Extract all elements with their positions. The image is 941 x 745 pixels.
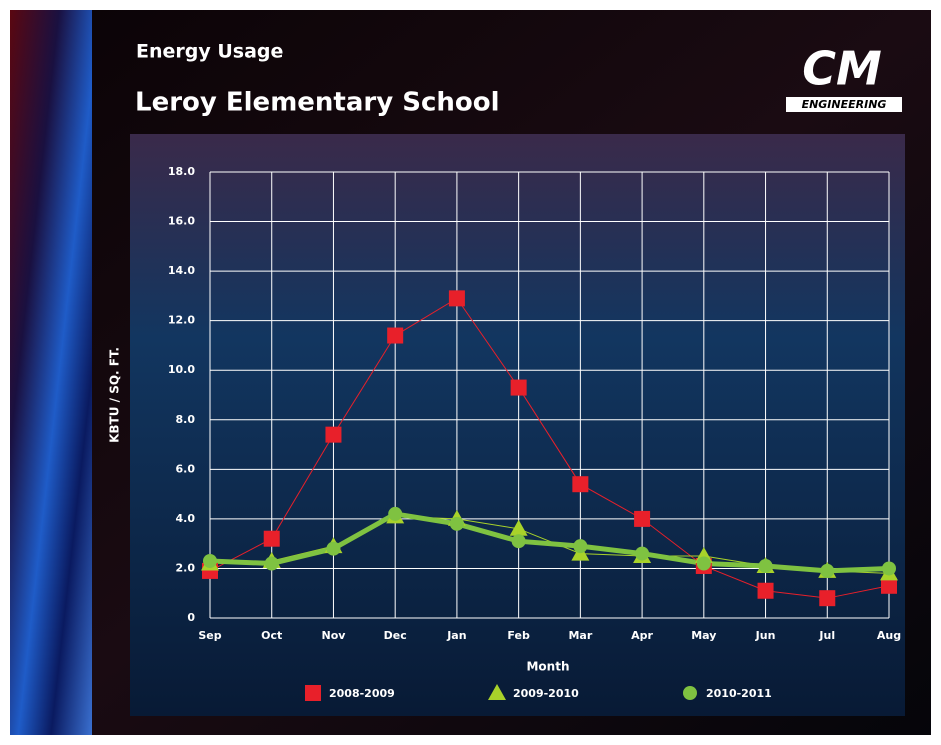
data-point — [511, 380, 527, 396]
data-point — [573, 539, 587, 553]
x-tick-label: Mar — [568, 629, 592, 642]
x-tick-label: Jul — [818, 629, 835, 642]
data-point — [758, 583, 774, 599]
x-axis-label: Month — [526, 660, 569, 674]
x-tick-label: Feb — [507, 629, 530, 642]
legend-marker — [683, 686, 697, 700]
data-point — [388, 507, 402, 521]
title: Energy Usage — [136, 41, 283, 63]
y-tick-label: 0 — [187, 611, 195, 624]
x-tick-label: Nov — [321, 629, 346, 642]
y-tick-label: 14.0 — [168, 264, 195, 277]
y-tick-label: 16.0 — [168, 215, 195, 228]
data-point — [449, 290, 465, 306]
y-tick-label: 18.0 — [168, 165, 195, 178]
legend-marker — [305, 685, 321, 701]
decorative-strip — [10, 10, 92, 735]
x-tick-label: Aug — [877, 629, 901, 642]
slide: Energy Usage Leroy Elementary School CM … — [0, 0, 941, 745]
data-point — [635, 547, 649, 561]
legend-label: 2010-2011 — [706, 687, 772, 700]
x-tick-label: Apr — [631, 629, 653, 642]
y-tick-label: 10.0 — [168, 363, 195, 376]
y-tick-label: 6.0 — [176, 462, 196, 475]
data-point — [450, 517, 464, 531]
logo-text: ENGINEERING — [802, 98, 887, 111]
data-point — [264, 531, 280, 547]
data-point — [820, 564, 834, 578]
data-point — [634, 511, 650, 527]
legend-label: 2009-2010 — [513, 687, 579, 700]
data-point — [882, 561, 896, 575]
y-tick-label: 4.0 — [176, 512, 196, 525]
x-tick-label: Oct — [261, 629, 282, 642]
data-point — [265, 556, 279, 570]
logo-mark: CM — [802, 42, 882, 96]
legend-label: 2008-2009 — [329, 687, 395, 700]
y-tick-label: 8.0 — [176, 413, 196, 426]
data-point — [697, 556, 711, 570]
data-point — [512, 534, 526, 548]
data-point — [819, 590, 835, 606]
x-tick-label: Jan — [446, 629, 466, 642]
data-point — [325, 427, 341, 443]
x-tick-label: Jun — [755, 629, 776, 642]
data-point — [759, 559, 773, 573]
x-tick-label: Dec — [384, 629, 407, 642]
data-point — [387, 328, 403, 344]
subtitle: Leroy Elementary School — [135, 88, 500, 118]
y-tick-label: 12.0 — [168, 314, 195, 327]
data-point — [326, 542, 340, 556]
y-axis-label: KBTU / SQ. FT. — [108, 347, 122, 443]
y-tick-label: 2.0 — [176, 561, 196, 574]
page: {"header": {"title": "Energy Usage", "su… — [0, 0, 941, 745]
x-tick-label: May — [691, 629, 716, 642]
x-tick-label: Sep — [198, 629, 221, 642]
data-point — [203, 554, 217, 568]
data-point — [572, 476, 588, 492]
